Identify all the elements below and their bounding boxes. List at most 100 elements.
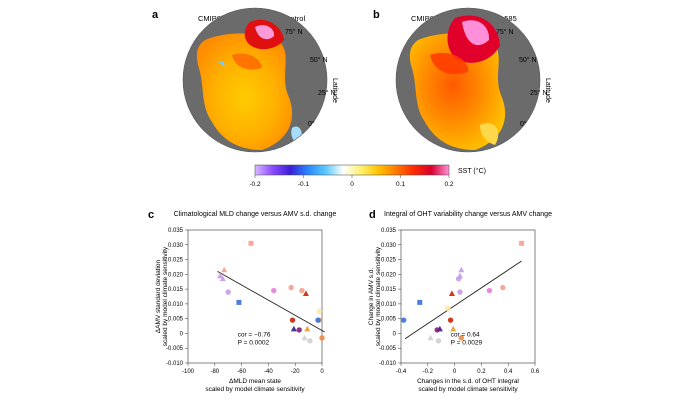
- colorbar-tick-label: -0.2: [249, 181, 261, 188]
- panel-a-map: [183, 8, 327, 152]
- panel-b: b CMIP6 AMV pattern in SSP 585 75° N 50°…: [373, 7, 551, 153]
- plot-c-ylabel: ΔAMV standard deviation: [155, 259, 162, 333]
- panel-b-lat-0: 0°: [520, 120, 527, 128]
- y-tick-label: 0.010: [168, 302, 184, 308]
- data-point-circle: [315, 317, 321, 323]
- plot-d-xlabel: Changes in the s.d. of OHT integral: [417, 378, 519, 385]
- panel-b-lat-50: 50° N: [519, 56, 537, 64]
- y-tick-label: 0.015: [381, 287, 397, 293]
- y-tick-label: 0.025: [381, 258, 397, 264]
- panel-a: a CMIP6 AMV pattern in PiControl 75° N 5…: [152, 7, 338, 153]
- x-tick-label: 0.6: [531, 369, 540, 375]
- x-tick-label: 0: [320, 369, 324, 375]
- plot-c-ylabel-2: scaled by model climate sensitivity: [162, 246, 169, 346]
- data-point-triangle: [301, 334, 308, 341]
- plot-d-title: Integral of OHT variability change versu…: [384, 211, 552, 218]
- data-point-triangle: [302, 290, 309, 296]
- panel-d-letter: d: [369, 209, 376, 221]
- y-tick-label: 0: [180, 331, 184, 337]
- plot-c-xlabel-2: scaled by model climate sensitivity: [205, 386, 305, 393]
- y-tick-label: 0.005: [381, 317, 397, 323]
- plot-d-ylabel: Change in AMV s.d.: [368, 268, 375, 326]
- data-point-triangle: [304, 325, 311, 332]
- x-tick-label: -80: [210, 369, 219, 375]
- y-tick-label: -0.010: [379, 361, 397, 367]
- y-tick-label: 0.035: [381, 228, 397, 234]
- x-tick-label: -20: [291, 369, 300, 375]
- data-point-triangle: [427, 334, 434, 341]
- data-point-circle: [316, 308, 323, 314]
- panel-c-letter: c: [148, 209, 154, 221]
- data-point-circle: [296, 327, 302, 333]
- colorbar-tick-label: 0.2: [444, 181, 453, 188]
- colorbar-tick-label: 0: [350, 181, 354, 188]
- x-tick-label: -0.2: [423, 369, 434, 375]
- y-tick-label: 0.010: [381, 302, 397, 308]
- x-tick-label: -60: [237, 369, 246, 375]
- data-point-circle: [288, 284, 294, 291]
- data-point-circle: [434, 327, 440, 333]
- data-point-triangle: [290, 325, 297, 332]
- data-point-circle: [307, 338, 313, 344]
- y-tick-label: -0.005: [379, 346, 397, 352]
- data-point-circle: [271, 287, 277, 294]
- data-point-triangle: [448, 290, 455, 296]
- plot-d-pvalue: P = 0.0029: [451, 339, 483, 346]
- data-point-circle: [225, 289, 231, 295]
- data-point-circle: [400, 317, 407, 323]
- x-tick-label: -100: [182, 369, 195, 375]
- data-point-circle: [319, 335, 325, 341]
- x-tick-label: -40: [264, 369, 273, 375]
- data-point-triangle: [458, 266, 465, 273]
- plot-c-frame: [187, 229, 323, 364]
- data-point-square: [236, 299, 242, 305]
- plot-d-frame: [400, 229, 536, 364]
- panel-b-lat-25: 25° N: [530, 89, 548, 97]
- data-point-circle: [435, 338, 442, 344]
- panel-a-lat-75: 75° N: [285, 28, 303, 36]
- y-tick-label: 0.005: [168, 317, 184, 323]
- plot-c-xlabel: ΔMLD mean state: [229, 378, 281, 385]
- data-point-square: [417, 299, 423, 305]
- y-tick-label: 0.025: [168, 258, 184, 264]
- panel-a-side-label: Latitude: [331, 78, 338, 103]
- panel-a-lat-25: 25° N: [318, 89, 336, 97]
- x-tick-label: 0: [453, 369, 457, 375]
- colorbar-label: SST (°C): [458, 167, 486, 175]
- data-point-square: [248, 240, 254, 246]
- y-tick-label: 0.015: [168, 287, 184, 293]
- panel-b-side-label: Latitude: [544, 78, 551, 103]
- colorbar-tick-label: 0.1: [396, 181, 405, 188]
- y-tick-label: 0.030: [381, 243, 397, 249]
- fit-line: [217, 270, 325, 333]
- panel-b-map: [396, 8, 540, 152]
- y-tick-label: 0.020: [381, 272, 397, 278]
- data-point-circle: [458, 335, 464, 341]
- y-tick-label: -0.005: [166, 346, 184, 352]
- plot-c-pvalue: P = 0.0002: [238, 339, 270, 346]
- y-tick-label: 0.035: [168, 228, 184, 234]
- plot-d-cor: cor = 0.64: [451, 331, 480, 338]
- panel-a-letter: a: [152, 9, 159, 21]
- y-tick-label: 0.020: [168, 272, 184, 278]
- data-point-triangle: [221, 266, 228, 273]
- data-point-circle: [289, 317, 296, 323]
- data-point-circle: [486, 287, 493, 294]
- plot-d-ylabel-2: scaled by model climate sensitivity: [375, 246, 382, 346]
- colorbar-bar: [254, 164, 450, 176]
- y-tick-label: -0.010: [166, 361, 184, 367]
- data-point-circle: [299, 287, 305, 294]
- plot-d-xlabel-2: scaled by model climate sensitivity: [418, 386, 518, 393]
- data-point-circle: [447, 317, 454, 323]
- plot-c-cor: cor = −0.76: [238, 331, 271, 338]
- data-point-triangle: [219, 275, 226, 282]
- y-tick-label: 0.030: [168, 243, 184, 249]
- panel-b-lat-75: 75° N: [496, 28, 514, 36]
- data-point-circle: [445, 305, 451, 312]
- data-point-circle: [455, 276, 462, 282]
- data-point-square: [519, 240, 525, 246]
- panel-a-lat-50: 50° N: [310, 56, 328, 64]
- x-tick-label: 0.4: [504, 369, 513, 375]
- y-tick-label: 0: [393, 331, 397, 337]
